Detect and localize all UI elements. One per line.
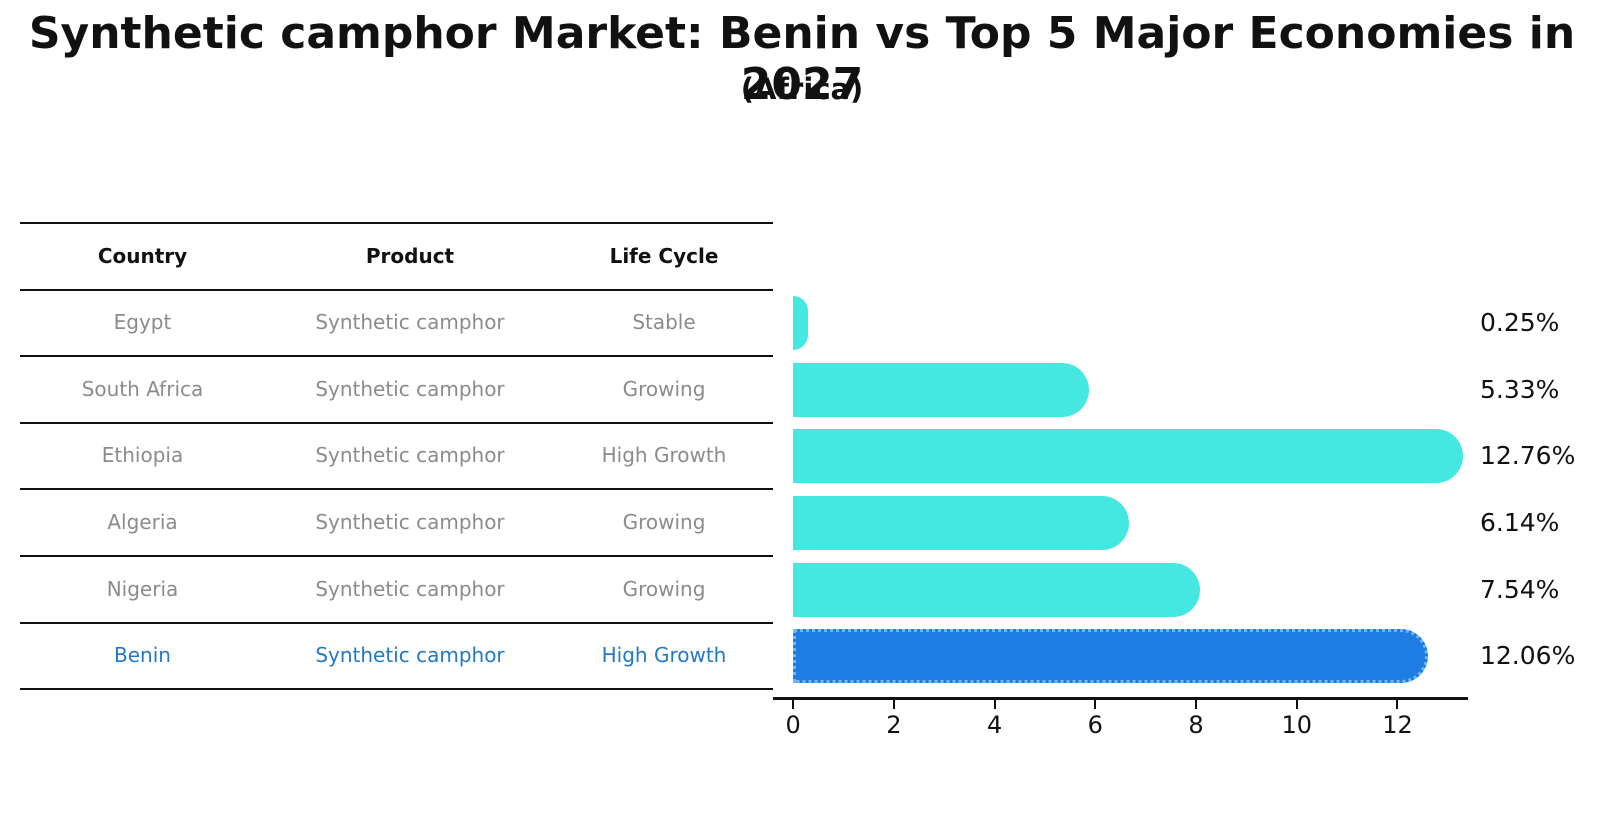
x-axis-tick — [1396, 700, 1399, 709]
bar-value-label: 12.76% — [1480, 441, 1576, 470]
x-axis-tick — [1195, 700, 1198, 709]
bar-value-label: 12.06% — [1480, 641, 1576, 670]
bar-benin-highlight — [793, 629, 1428, 683]
table-cell: Growing — [622, 509, 706, 534]
x-axis-tick-label: 0 — [785, 711, 801, 739]
table-cell: Synthetic camphor — [315, 643, 505, 667]
table-cell: Synthetic camphor — [315, 576, 505, 601]
x-axis-tick — [892, 700, 895, 709]
table-rule — [20, 422, 773, 424]
table-cell: Nigeria — [106, 576, 179, 601]
bar-algeria — [793, 495, 1130, 550]
bar-value-label: 5.33% — [1480, 374, 1560, 404]
x-axis-spine — [773, 697, 1468, 700]
table-cell: Ethiopia — [101, 443, 184, 467]
table-cell: High Growth — [601, 443, 727, 467]
table-rule — [20, 222, 773, 224]
x-axis-tick-label: 10 — [1281, 711, 1313, 739]
x-axis-tick-label: 2 — [886, 711, 902, 739]
table-rule — [20, 688, 773, 690]
bar-nigeria — [793, 562, 1200, 617]
table-cell: High Growth — [601, 643, 727, 667]
table-cell: Algeria — [107, 509, 178, 534]
table-cell: Synthetic camphor — [315, 509, 505, 534]
chart-title: Synthetic camphor Market: Benin vs Top 5… — [28, 8, 1576, 110]
bar-value-label: 6.14% — [1480, 507, 1560, 537]
x-axis-tick-label: 6 — [1087, 711, 1103, 739]
table-cell: Synthetic camphor — [315, 310, 505, 334]
table-cell: Benin — [114, 643, 171, 667]
table-cell: Growing — [622, 376, 706, 401]
bar-value-label: 0.25% — [1480, 308, 1560, 337]
table-cell: Synthetic camphor — [315, 443, 505, 467]
table-cell: Stable — [632, 310, 696, 334]
bar-south-africa — [793, 362, 1089, 417]
table-rule — [20, 555, 773, 557]
table-cell: South Africa — [81, 376, 204, 401]
bar-value-label: 7.54% — [1480, 574, 1560, 604]
table-cell: Life Cycle — [609, 243, 719, 268]
table-rule — [20, 488, 773, 490]
x-axis-tick — [1295, 700, 1298, 709]
x-axis-tick — [993, 700, 996, 709]
table-cell: Product — [365, 243, 455, 268]
table-rule — [20, 622, 773, 624]
table-cell: Egypt — [113, 310, 172, 334]
table-cell: Country — [97, 243, 188, 268]
table-cell: Growing — [622, 576, 706, 601]
bar-egypt — [793, 296, 809, 350]
table-cell: Synthetic camphor — [315, 376, 505, 401]
table-rule — [20, 289, 773, 291]
x-axis-tick-label: 8 — [1188, 711, 1204, 739]
x-axis-tick-label: 4 — [986, 711, 1003, 739]
table-rule — [20, 355, 773, 357]
x-axis-tick — [792, 700, 795, 709]
x-axis-tick — [1094, 700, 1097, 709]
bar-ethiopia — [793, 429, 1463, 483]
chart-subtitle: (Africa) — [740, 72, 864, 106]
x-axis-tick-label: 12 — [1382, 711, 1413, 739]
